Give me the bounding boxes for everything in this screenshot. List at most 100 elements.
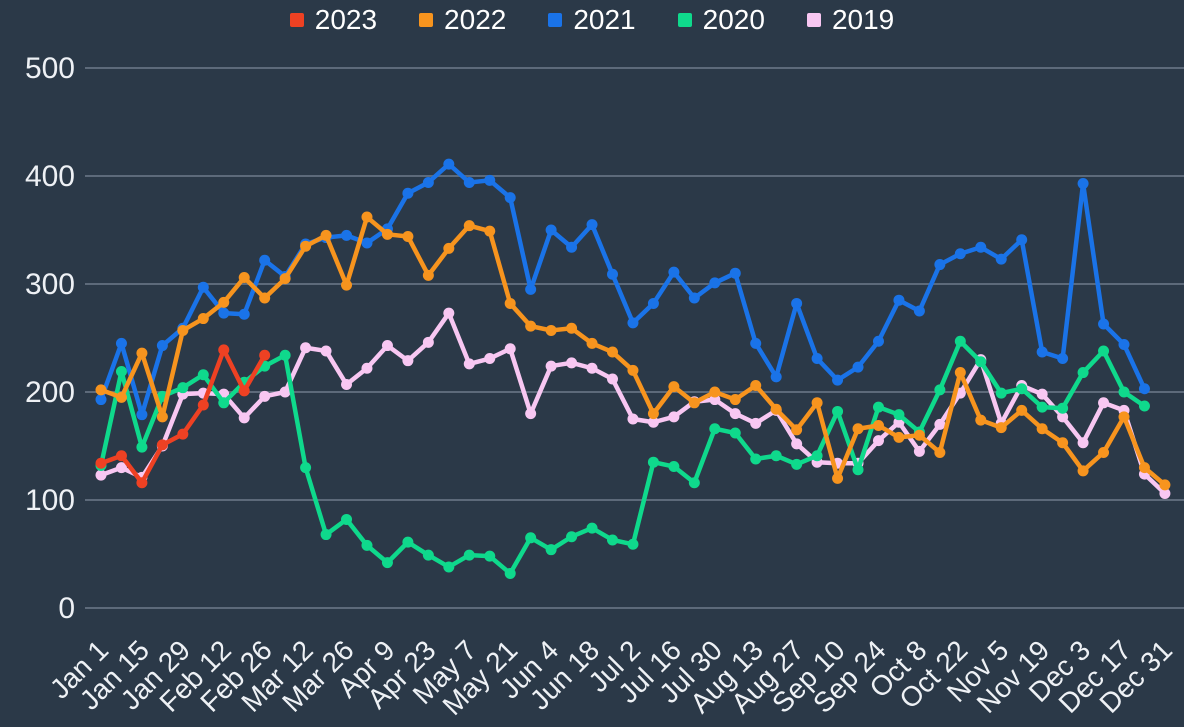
data-point-2021-Apr 23[interactable] bbox=[422, 176, 434, 188]
data-point-2020-May 7[interactable] bbox=[463, 549, 475, 561]
data-point-2020-Sep 24[interactable] bbox=[872, 401, 884, 413]
data-point-2020-Feb 12[interactable] bbox=[218, 397, 230, 409]
data-point-2020-Aug 6[interactable] bbox=[729, 427, 741, 439]
data-point-2021-Jun 25[interactable] bbox=[607, 268, 618, 280]
data-point-2023-Jan 22[interactable] bbox=[156, 439, 168, 451]
data-point-2021-Apr 16[interactable] bbox=[402, 187, 414, 199]
data-point-2020-Feb 5[interactable] bbox=[197, 369, 209, 381]
data-point-2020-Apr 2[interactable] bbox=[361, 539, 373, 551]
data-point-2022-Jan 8[interactable] bbox=[115, 391, 127, 403]
data-point-2020-Mar 12[interactable] bbox=[300, 462, 312, 474]
data-point-2020-Jul 16[interactable] bbox=[668, 461, 680, 473]
data-point-2022-Jun 25[interactable] bbox=[607, 346, 618, 358]
data-point-2019-May 21[interactable] bbox=[504, 343, 516, 355]
data-point-2019-Apr 2[interactable] bbox=[361, 362, 373, 374]
data-point-2021-Jan 8[interactable] bbox=[115, 337, 127, 349]
data-point-2020-May 28[interactable] bbox=[525, 532, 537, 544]
data-point-2021-Jul 30[interactable] bbox=[709, 277, 721, 289]
data-point-2020-May 14[interactable] bbox=[484, 550, 496, 562]
data-point-2022-Feb 12[interactable] bbox=[218, 296, 230, 308]
data-point-2021-Aug 13[interactable] bbox=[750, 337, 762, 349]
data-point-2021-Jun 4[interactable] bbox=[545, 224, 557, 236]
data-point-2021-Dec 24[interactable] bbox=[1138, 383, 1150, 395]
data-point-2019-Jul 2[interactable] bbox=[627, 413, 639, 425]
data-point-2020-Dec 3[interactable] bbox=[1077, 367, 1089, 379]
data-point-2022-Sep 10[interactable] bbox=[832, 472, 844, 484]
data-point-2020-Jul 30[interactable] bbox=[709, 423, 721, 435]
data-point-2020-Jul 9[interactable] bbox=[647, 456, 659, 468]
data-point-2022-Jul 9[interactable] bbox=[647, 408, 659, 420]
data-point-2019-May 7[interactable] bbox=[463, 358, 475, 370]
data-point-2023-Jan 15[interactable] bbox=[136, 477, 148, 489]
data-point-2021-Jan 22[interactable] bbox=[156, 340, 168, 352]
data-point-2022-May 14[interactable] bbox=[484, 225, 496, 237]
data-point-2020-May 21[interactable] bbox=[504, 567, 516, 579]
data-point-2019-Jan 8[interactable] bbox=[115, 462, 127, 474]
data-point-2021-Feb 26[interactable] bbox=[259, 254, 271, 266]
data-point-2022-Apr 9[interactable] bbox=[381, 228, 393, 240]
data-point-2022-Apr 23[interactable] bbox=[422, 269, 434, 281]
data-point-2019-Jan 1[interactable] bbox=[95, 469, 107, 481]
data-point-2020-Sep 10[interactable] bbox=[832, 405, 844, 417]
data-point-2019-Mar 19[interactable] bbox=[320, 345, 332, 357]
data-point-2022-Nov 19[interactable] bbox=[1036, 423, 1048, 435]
data-point-2021-Dec 10[interactable] bbox=[1098, 318, 1110, 330]
data-point-2021-Jan 15[interactable] bbox=[136, 409, 148, 421]
data-point-2022-Sep 3[interactable] bbox=[811, 397, 823, 409]
data-point-2022-Oct 22[interactable] bbox=[954, 367, 966, 379]
data-point-2021-Jul 23[interactable] bbox=[688, 292, 700, 304]
data-point-2020-Dec 10[interactable] bbox=[1098, 345, 1110, 357]
data-point-2022-Jun 11[interactable] bbox=[566, 322, 578, 334]
data-point-2020-Aug 27[interactable] bbox=[791, 458, 803, 470]
data-point-2021-Apr 30[interactable] bbox=[443, 158, 455, 170]
data-point-2022-Sep 17[interactable] bbox=[852, 423, 864, 435]
data-point-2020-Apr 9[interactable] bbox=[381, 557, 393, 569]
data-point-2020-Dec 24[interactable] bbox=[1138, 400, 1150, 412]
data-point-2021-Jan 1[interactable] bbox=[95, 394, 107, 406]
data-point-2021-Sep 17[interactable] bbox=[852, 361, 864, 373]
data-point-2021-Jul 2[interactable] bbox=[627, 317, 639, 329]
data-point-2020-Oct 1[interactable] bbox=[893, 409, 905, 421]
data-point-2022-Jan 29[interactable] bbox=[177, 324, 189, 336]
data-point-2021-Feb 19[interactable] bbox=[238, 308, 250, 320]
data-point-2019-Feb 26[interactable] bbox=[259, 390, 271, 402]
data-point-2022-May 28[interactable] bbox=[525, 320, 537, 332]
data-point-2022-Nov 5[interactable] bbox=[995, 422, 1007, 434]
data-point-2022-Mar 12[interactable] bbox=[300, 240, 312, 252]
data-point-2021-Nov 26[interactable] bbox=[1057, 353, 1069, 365]
data-point-2021-Nov 5[interactable] bbox=[995, 253, 1007, 265]
data-point-2020-Jul 2[interactable] bbox=[627, 538, 639, 550]
data-point-2019-Aug 6[interactable] bbox=[729, 408, 741, 420]
data-point-2019-Feb 19[interactable] bbox=[238, 412, 250, 424]
data-point-2021-Feb 5[interactable] bbox=[197, 281, 209, 293]
data-point-2020-Apr 30[interactable] bbox=[443, 561, 455, 573]
data-point-2021-Oct 8[interactable] bbox=[913, 305, 925, 317]
data-point-2023-Feb 26[interactable] bbox=[259, 349, 271, 361]
data-point-2020-Jun 25[interactable] bbox=[607, 534, 618, 546]
data-point-2022-Jun 4[interactable] bbox=[545, 324, 557, 336]
data-point-2021-May 28[interactable] bbox=[525, 283, 537, 295]
data-point-2021-Dec 3[interactable] bbox=[1077, 178, 1089, 190]
data-point-2021-Sep 10[interactable] bbox=[832, 374, 844, 386]
data-point-2021-Oct 29[interactable] bbox=[975, 241, 987, 253]
data-point-2021-Dec 17[interactable] bbox=[1118, 338, 1130, 350]
data-point-2019-Apr 16[interactable] bbox=[402, 355, 414, 367]
data-point-2021-Jun 18[interactable] bbox=[586, 219, 598, 231]
data-point-2022-Dec 17[interactable] bbox=[1118, 411, 1130, 423]
data-point-2019-Nov 19[interactable] bbox=[1036, 388, 1048, 400]
data-point-2022-Mar 19[interactable] bbox=[320, 229, 332, 241]
data-point-2021-Mar 26[interactable] bbox=[341, 229, 353, 241]
data-point-2021-May 14[interactable] bbox=[484, 174, 496, 186]
data-point-2022-Jan 15[interactable] bbox=[136, 347, 148, 359]
data-point-2020-Apr 16[interactable] bbox=[402, 536, 414, 548]
data-point-2020-Oct 15[interactable] bbox=[934, 384, 946, 396]
data-point-2022-Jul 23[interactable] bbox=[688, 397, 700, 409]
data-point-2022-Dec 31[interactable] bbox=[1159, 479, 1171, 491]
data-point-2021-Jul 16[interactable] bbox=[668, 266, 680, 278]
data-point-2020-Nov 5[interactable] bbox=[995, 387, 1007, 399]
data-point-2020-Oct 29[interactable] bbox=[975, 356, 987, 368]
data-point-2019-Jul 16[interactable] bbox=[668, 411, 680, 423]
data-point-2020-Sep 3[interactable] bbox=[811, 450, 823, 462]
data-point-2022-Feb 26[interactable] bbox=[259, 292, 271, 304]
data-point-2020-Oct 22[interactable] bbox=[954, 335, 966, 347]
